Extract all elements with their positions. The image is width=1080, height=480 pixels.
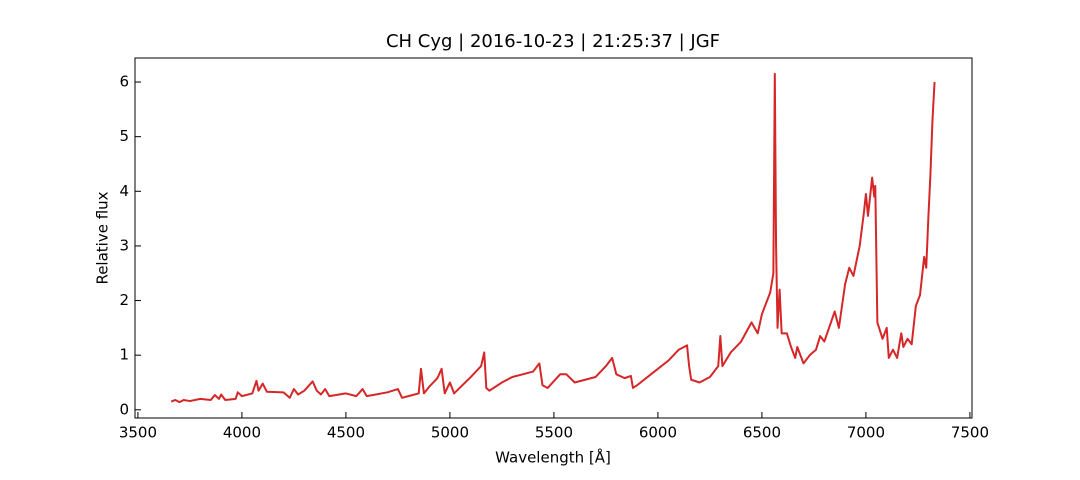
y-tick-label: 1 bbox=[119, 346, 129, 364]
y-tick-label: 2 bbox=[119, 291, 129, 309]
x-tick-label: 7000 bbox=[847, 424, 885, 442]
y-tick-label: 3 bbox=[119, 236, 129, 254]
chart-title: CH Cyg | 2016-10-23 | 21:25:37 | JGF bbox=[386, 31, 720, 52]
x-tick-label: 7500 bbox=[951, 424, 989, 442]
y-tick-label: 4 bbox=[119, 182, 129, 200]
x-tick-label: 6000 bbox=[639, 424, 677, 442]
y-tick-label: 6 bbox=[119, 73, 129, 91]
x-tick-label: 4000 bbox=[223, 424, 261, 442]
y-axis-label: Relative flux bbox=[94, 191, 112, 284]
y-tick-label: 5 bbox=[119, 127, 129, 145]
spectrum-line bbox=[170, 72, 936, 404]
plot-frame bbox=[134, 57, 973, 419]
x-tick-label: 4500 bbox=[327, 424, 365, 442]
x-tick-label: 5000 bbox=[431, 424, 469, 442]
y-tick-label: 0 bbox=[119, 400, 129, 418]
x-axis-label: Wavelength [Å] bbox=[495, 448, 611, 467]
x-tick-label: 3500 bbox=[119, 424, 157, 442]
x-tick-label: 6500 bbox=[743, 424, 781, 442]
x-tick-label: 5500 bbox=[535, 424, 573, 442]
